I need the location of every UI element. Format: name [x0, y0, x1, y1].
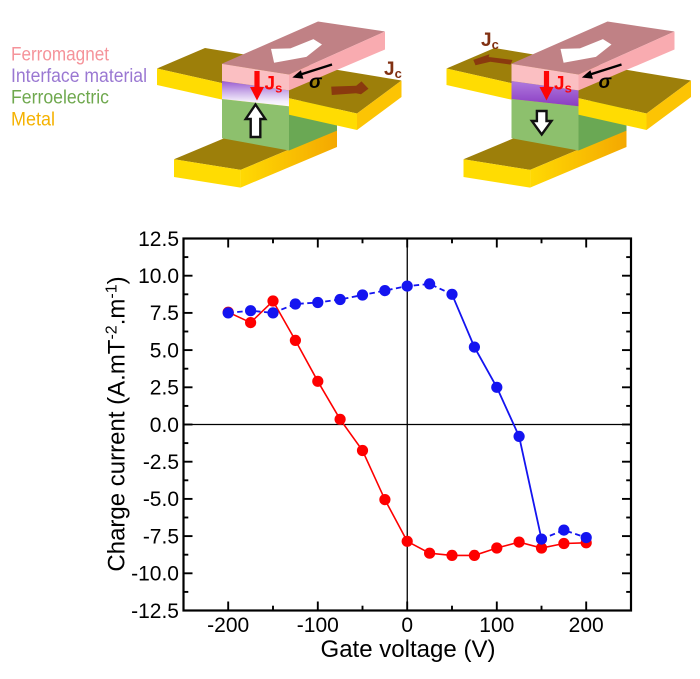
svg-text:-2.5: -2.5: [143, 451, 179, 474]
svg-text:-7.5: -7.5: [143, 525, 179, 548]
svg-text:-200: -200: [207, 614, 249, 637]
svg-text:Ferromagnet: Ferromagnet: [11, 45, 110, 66]
svg-text:100: 100: [479, 614, 514, 637]
svg-text:0: 0: [401, 614, 413, 637]
svg-text:12.5: 12.5: [138, 228, 179, 251]
svg-text:2.5: 2.5: [150, 377, 179, 400]
svg-text:-100: -100: [297, 614, 339, 637]
svg-text:-5.0: -5.0: [143, 488, 179, 511]
svg-text:Gate voltage (V): Gate voltage (V): [321, 636, 496, 663]
svg-text:Charge current (A.mT-2.m-1): Charge current (A.mT-2.m-1): [103, 276, 130, 571]
svg-text:Metal: Metal: [11, 109, 55, 130]
svg-text:Ferroelectric: Ferroelectric: [11, 88, 109, 109]
svg-text:5.0: 5.0: [150, 339, 179, 362]
svg-text:7.5: 7.5: [150, 302, 179, 325]
svg-text:Interface material: Interface material: [11, 66, 147, 87]
svg-text:-12.5: -12.5: [131, 600, 179, 623]
svg-text:10.0: 10.0: [138, 265, 179, 288]
svg-text:σ: σ: [599, 72, 613, 93]
svg-text:0.0: 0.0: [150, 414, 179, 437]
svg-text:-10.0: -10.0: [131, 563, 179, 586]
svg-text:200: 200: [569, 614, 604, 637]
svg-text:σ: σ: [309, 72, 323, 93]
